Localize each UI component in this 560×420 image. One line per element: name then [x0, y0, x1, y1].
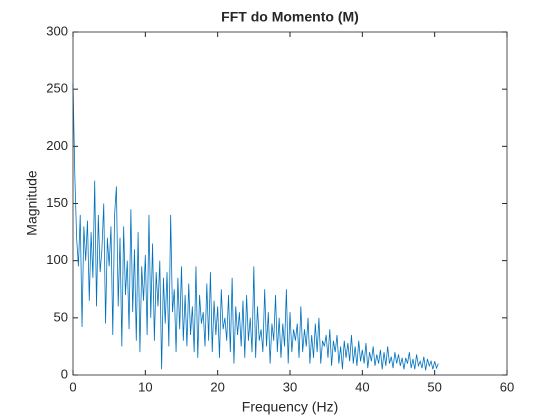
y-tick-label: 200 — [46, 138, 68, 153]
y-tick-label: 100 — [46, 252, 68, 267]
chart-title: FFT do Momento (M) — [221, 9, 359, 25]
x-tick-label: 40 — [355, 379, 369, 394]
plot-area — [73, 32, 507, 375]
x-axis-label: Frequency (Hz) — [242, 399, 338, 415]
y-tick-label: 150 — [46, 195, 68, 210]
y-tick-label: 300 — [46, 23, 68, 38]
x-tick-label: 50 — [427, 379, 441, 394]
y-tick-label: 250 — [46, 81, 68, 96]
y-axis-label: Magnitude — [24, 170, 40, 236]
y-tick-label: 50 — [54, 309, 68, 324]
data-line — [72, 83, 439, 371]
x-tick-label: 30 — [283, 379, 297, 394]
x-tick-label: 10 — [138, 379, 152, 394]
x-tick-label: 60 — [500, 379, 514, 394]
x-tick-label: 0 — [69, 379, 76, 394]
axes-box — [72, 31, 508, 376]
y-tick-label: 0 — [61, 366, 68, 381]
x-tick-label: 20 — [210, 379, 224, 394]
